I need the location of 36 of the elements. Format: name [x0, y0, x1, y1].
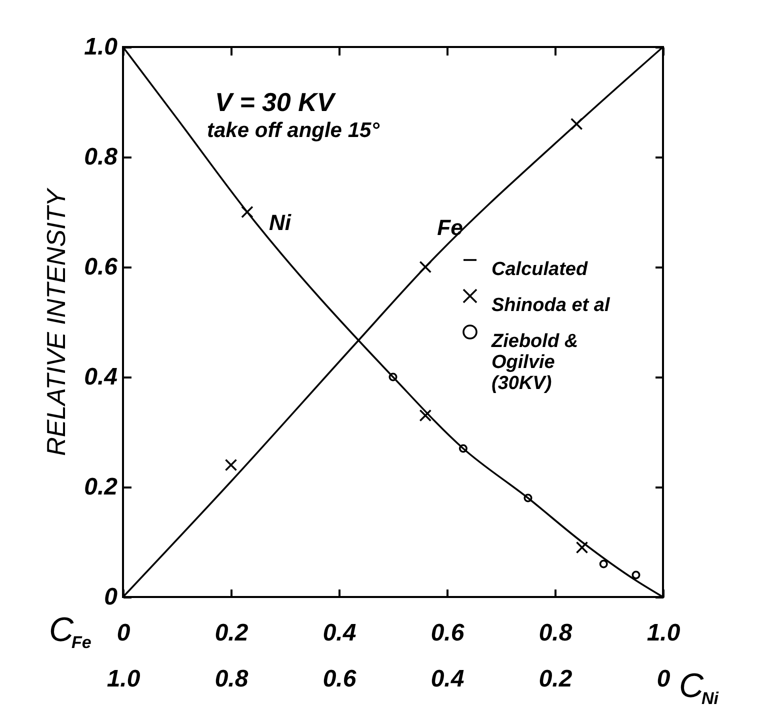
point: [599, 560, 608, 568]
point: [419, 260, 432, 274]
x-tick-label: 0.8: [538, 620, 573, 646]
point: [419, 409, 432, 422]
annotation: Fe: [437, 215, 463, 240]
x-tick-label: 1.0: [646, 620, 681, 646]
y-tick-label: 0: [104, 584, 118, 610]
annotation: V = 30 KV: [215, 87, 337, 117]
x2-tick-label: 0: [656, 666, 671, 692]
x-tick-label: 0.2: [214, 620, 249, 646]
point: [241, 206, 254, 218]
x2-tick-label: 0.6: [322, 666, 357, 692]
x-tick-label: 0.4: [322, 620, 356, 646]
y-tick-label: 0.2: [84, 474, 118, 500]
x2-tick-label: 0.2: [538, 666, 573, 692]
x-tick-label: 0.6: [430, 620, 465, 646]
point: [576, 541, 588, 554]
x2-tick-label: 0.4: [430, 666, 464, 692]
annotation: take off angle 15°: [207, 119, 380, 142]
y-tick-label: 1.0: [84, 34, 118, 60]
x2-tick-label: 0.8: [214, 666, 249, 692]
legend-label: Calculated: [492, 259, 588, 280]
y-tick-label: 0.8: [84, 144, 118, 170]
point: [388, 372, 398, 382]
point: [524, 494, 532, 502]
y-tick-label: 0.6: [84, 254, 118, 280]
y-axis-title: RELATIVE INTENSITY: [41, 187, 72, 456]
x2-tick-label: 1.0: [106, 666, 141, 692]
y-tick-label: 0.4: [84, 364, 118, 390]
legend-label: Shinoda et al: [492, 295, 610, 316]
point: [570, 118, 583, 130]
legend-label: Ziebold & Ogilvie (30KV): [490, 331, 578, 394]
annotation: Ni: [269, 210, 292, 235]
point: [458, 444, 468, 453]
point: [224, 458, 238, 472]
point: [632, 570, 640, 580]
